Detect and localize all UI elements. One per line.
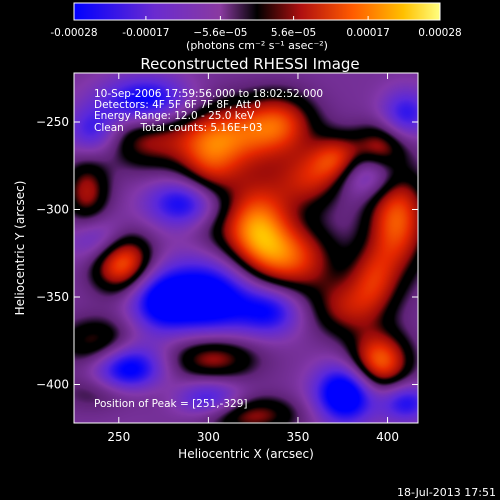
plot-frame bbox=[73, 72, 419, 424]
annotation-time-range: 10-Sep-2006 17:59:56.000 to 18:02:52.000 bbox=[94, 88, 323, 100]
colorbar-tick-label: 0.00028 bbox=[418, 27, 461, 39]
annotation-energy-range: Energy Range: 12.0 - 25.0 keV bbox=[94, 110, 255, 122]
colorbar-ticks: -0.00028 -0.00017 −5.6e−05 5.6e−05 0.00017 0.… bbox=[50, 16, 462, 39]
y-tick-label: −350 bbox=[36, 290, 69, 304]
render-date: 18-Jul-2013 17:51 bbox=[397, 486, 496, 499]
colorbar-tick-label: −5.6e−05 bbox=[193, 27, 247, 39]
chart-title: Reconstructed RHESSI Image bbox=[140, 55, 359, 73]
y-tick-label: −250 bbox=[36, 115, 69, 129]
y-tick-label: −300 bbox=[36, 203, 69, 217]
colorbar-tick-label: -0.00028 bbox=[50, 27, 97, 39]
colorbar-unit-label: (photons cm⁻² s⁻¹ asec⁻²) bbox=[186, 39, 328, 52]
heatmap-image-wrapper bbox=[74, 73, 418, 423]
colorbar-tick-label: 5.6e−05 bbox=[271, 27, 316, 39]
colorbar-tick-label: 0.00017 bbox=[346, 27, 389, 39]
colorbar-tick-label: -0.00017 bbox=[122, 27, 169, 39]
x-axis-label: Heliocentric X (arcsec) bbox=[178, 447, 314, 461]
annotation-peak-position: Position of Peak = [251,-329] bbox=[94, 398, 248, 410]
annotation-detectors: Detectors: 4F 5F 6F 7F 8F, Att 0 bbox=[94, 99, 261, 111]
y-tick-label: −400 bbox=[36, 378, 69, 392]
heatmap-image bbox=[74, 73, 418, 423]
x-tick-label: 250 bbox=[107, 430, 130, 444]
x-tick-label: 300 bbox=[197, 430, 220, 444]
x-tick-label: 400 bbox=[376, 430, 399, 444]
colorbar bbox=[73, 2, 441, 21]
x-tick-label: 350 bbox=[287, 430, 310, 444]
annotation-clean-counts: Clean Total counts: 5.16E+03 bbox=[94, 122, 263, 134]
y-axis-label: Heliocentric Y (arcsec) bbox=[13, 181, 27, 316]
axis-ticks: 250 300 350 400 −250 −300 −350 −400 bbox=[36, 73, 418, 444]
